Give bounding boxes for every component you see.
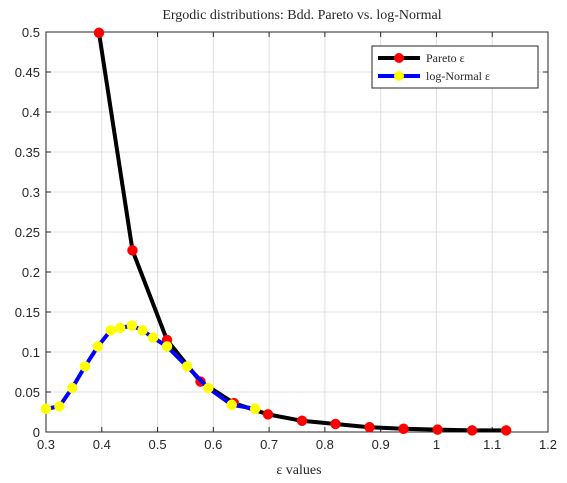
legend-label: log-Normal ε [426,69,490,83]
x-tick-label: 0.8 [316,437,334,452]
series-pareto [93,27,512,436]
series-point [161,341,173,352]
series-point [398,423,409,435]
series-point [79,361,91,372]
legend: Pareto ε log-Normal ε [371,45,539,89]
series-point [126,320,138,331]
y-tick-label: 0.35 [15,145,40,160]
legend-label: Pareto ε [426,51,465,65]
series-point [137,325,148,336]
y-tick-label: 0.4 [22,105,40,120]
series-point [226,399,237,411]
series-point [262,409,274,420]
y-tick-label: 0.3 [22,185,40,200]
series-point [296,415,308,427]
x-tick-label: 1 [433,437,440,452]
tick-labels: 0.3 0.4 0.5 0.6 0.7 0.8 0.9 1 1.1 1.2 0 0.05 0.1 0.15… [15,25,557,452]
x-tick-label: 0.9 [372,437,390,452]
series-point [364,421,375,433]
series-point [147,332,159,343]
legend-swatch-marker [394,71,404,81]
series-point [92,341,104,352]
x-tick-label: 0.4 [93,437,111,452]
chart-title: Ergodic distributions: Bdd. Pareto vs. l… [162,8,441,23]
series-point [114,322,126,334]
series-point [66,382,78,394]
series-point [181,361,193,372]
series-point [466,425,478,436]
series-point [40,403,52,415]
x-tick-label: 0.3 [37,437,55,452]
y-tick-label: 0.5 [22,25,40,40]
x-axis-label: ε values [276,463,321,478]
x-tick-label: 1.1 [483,437,501,452]
y-tick-label: 0.15 [15,305,40,320]
x-tick-label: 1.2 [539,437,557,452]
x-tick-label: 0.6 [204,437,222,452]
plot-frame [45,31,549,433]
series-point [432,424,443,435]
series-point [127,245,138,256]
x-tick-label: 0.7 [260,437,278,452]
y-tick-label: 0.05 [15,385,40,400]
y-tick-label: 0.25 [15,225,40,240]
series-point [249,403,261,415]
series-point [93,27,105,39]
y-tick-label: 0.45 [15,65,40,80]
series-layer [40,27,512,436]
series-point [105,325,116,336]
series-point [54,401,65,412]
series-point [203,382,214,394]
series-lognormal [40,320,261,415]
series-point [330,418,341,430]
y-tick-label: 0.2 [22,265,40,280]
legend-swatch-marker [394,53,404,63]
y-tick-label: 0 [33,425,40,440]
x-tick-label: 0.5 [149,437,167,452]
y-tick-label: 0.1 [22,345,40,360]
legend-box [371,45,539,89]
series-point [500,425,512,436]
